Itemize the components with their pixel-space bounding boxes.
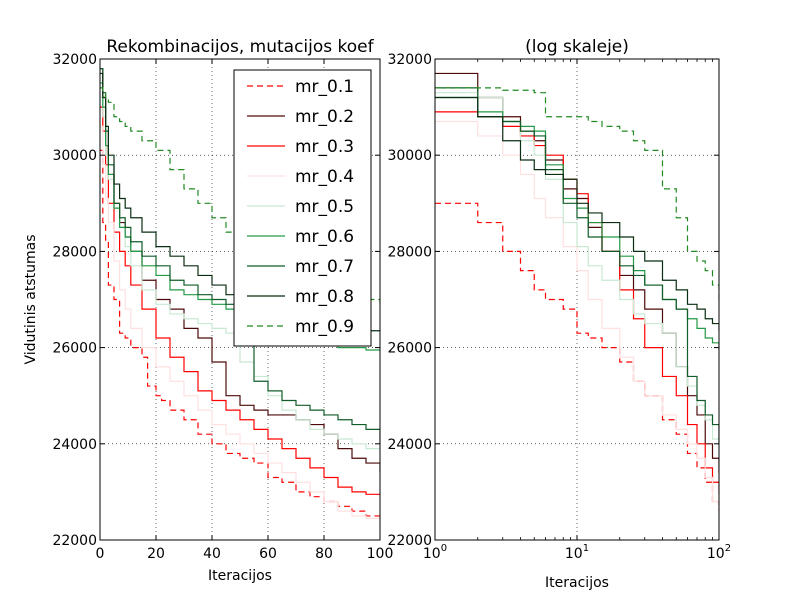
series-line-mr_0.3: [100, 106, 380, 495]
y-tick-label: 22000: [52, 533, 97, 549]
legend-label: mr_0.5: [295, 197, 354, 217]
x-tick-exponent: 0: [441, 543, 447, 554]
x-axis-label: Iteracijos: [545, 575, 609, 591]
legend-label: mr_0.7: [295, 257, 354, 277]
y-axis-label: Vidutinis atstumas: [23, 234, 39, 364]
series-line-mr_0.1: [435, 202, 719, 512]
legend-label: mr_0.1: [295, 77, 354, 97]
series-line-mr_0.7: [435, 87, 719, 444]
y-tick-label: 28000: [387, 244, 432, 260]
x-tick-exponent: 1: [583, 543, 589, 554]
y-tick-label: 24000: [387, 437, 432, 453]
chart-panel-1: 22000 24000 26000 28000 30000 32000 0 20 40 60 80 1…: [23, 37, 393, 584]
series-line-mr_0.4: [100, 125, 380, 521]
x-tick-base: 10: [565, 546, 583, 562]
legend: mr_0.1 mr_0.2 mr_0.3 mr_0.4 mr_0.5 mr_0.6 mr_0…: [233, 69, 372, 347]
y-tick-label: 28000: [52, 244, 97, 260]
legend-label: mr_0.9: [295, 317, 354, 337]
series-line-mr_0.9: [100, 87, 380, 305]
legend-label: mr_0.6: [295, 227, 354, 247]
axes-frame: [99, 58, 381, 541]
series-group: [435, 72, 719, 521]
legend-label: mr_0.2: [295, 107, 354, 127]
x-tick-label: 0: [96, 546, 105, 562]
series-line-mr_0.7: [100, 68, 380, 444]
y-tick-label: 24000: [52, 437, 97, 453]
series-line-mr_0.4: [435, 120, 719, 521]
y-tick-label: 22000: [387, 533, 432, 549]
legend-label: mr_0.8: [295, 287, 354, 307]
x-tick-label: 100: [423, 543, 447, 562]
y-tick-label: 32000: [52, 52, 97, 68]
x-tick-exponent: 2: [725, 543, 731, 554]
chart-title: (log skaleje): [525, 37, 629, 57]
x-tick-label: 20: [147, 546, 165, 562]
legend-label: mr_0.3: [295, 137, 354, 157]
x-tick-base: 10: [423, 546, 441, 562]
y-tick-label: 30000: [387, 148, 432, 164]
series-line-mr_0.9: [435, 87, 719, 300]
y-tick-label: 32000: [387, 52, 432, 68]
legend-label: mr_0.4: [295, 167, 354, 187]
x-tick-base: 10: [707, 546, 725, 562]
y-tick-label: 26000: [387, 341, 432, 357]
x-tick-label: 40: [203, 546, 221, 562]
x-tick-label: 60: [259, 546, 277, 562]
x-axis-label: Iteracijos: [208, 568, 272, 584]
y-tick-label: 26000: [52, 341, 97, 357]
x-tick-label: 100: [367, 546, 394, 562]
x-tick-label: 80: [315, 546, 333, 562]
x-tick-label: 101: [565, 543, 589, 562]
series-line-mr_0.8: [435, 96, 719, 331]
x-tick-label: 102: [707, 543, 731, 562]
y-tick-label: 30000: [52, 148, 97, 164]
chart-title: Rekombinacijos, mutacijos koef: [106, 37, 374, 57]
